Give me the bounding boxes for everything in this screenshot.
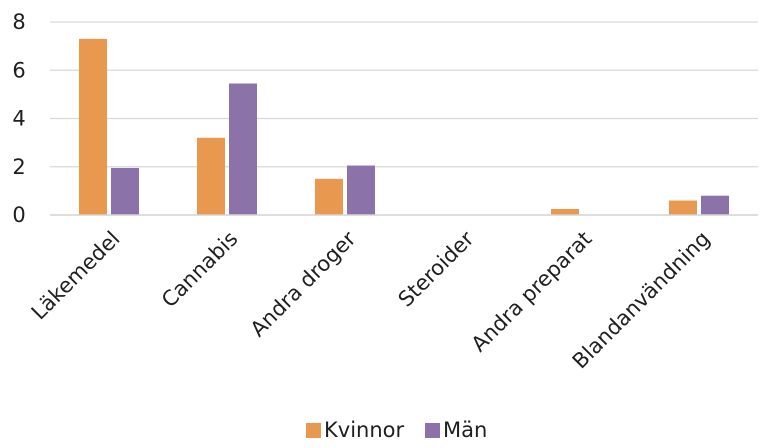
bars bbox=[79, 38, 729, 216]
bar-kvinnor-4 bbox=[551, 208, 579, 215]
legend-label: Män bbox=[443, 418, 487, 442]
bar-kvinnor-1 bbox=[197, 137, 225, 215]
y-axis-ticks: 0 2 4 6 8 bbox=[12, 10, 25, 227]
x-category-label: Steroider bbox=[394, 226, 479, 311]
y-tick-label: 8 bbox=[12, 10, 25, 34]
bar-män-1 bbox=[229, 83, 257, 215]
legend-swatch-män bbox=[425, 423, 440, 438]
bar-kvinnor-0 bbox=[79, 38, 107, 216]
bar-män-2 bbox=[347, 165, 375, 215]
bar-kvinnor-2 bbox=[315, 178, 343, 215]
y-tick-label: 6 bbox=[12, 58, 25, 82]
legend: Kvinnor Män bbox=[306, 418, 487, 442]
x-category-label: Andra preparat bbox=[467, 227, 597, 357]
y-tick-label: 2 bbox=[12, 155, 25, 179]
x-axis-labels: Läkemedel Cannabis Andra droger SteroiderAn… bbox=[27, 226, 715, 373]
x-category-label: Läkemedel bbox=[27, 227, 125, 325]
y-tick-label: 0 bbox=[12, 203, 25, 227]
bar-män-0 bbox=[111, 167, 139, 215]
x-category-label: Andra droger bbox=[246, 226, 361, 341]
gridlines bbox=[50, 21, 758, 168]
legend-label: Kvinnor bbox=[324, 418, 405, 442]
legend-swatch-kvinnor bbox=[306, 423, 321, 438]
bar-män-5 bbox=[701, 195, 729, 215]
bar-kvinnor-5 bbox=[669, 200, 697, 215]
y-tick-label: 4 bbox=[12, 107, 25, 131]
x-category-label: Cannabis bbox=[157, 227, 243, 313]
